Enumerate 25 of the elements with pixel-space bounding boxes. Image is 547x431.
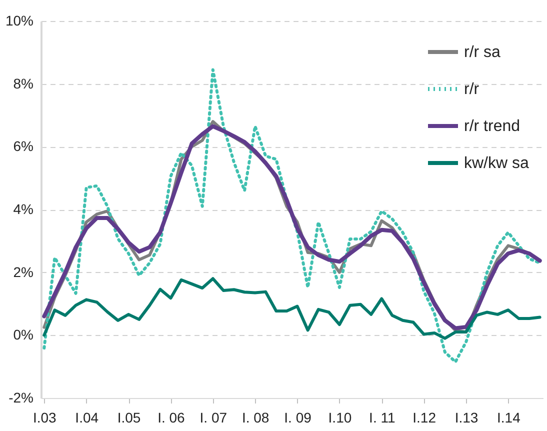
x-tick-label: I.12 bbox=[412, 410, 436, 426]
y-tick-label: -2% bbox=[8, 390, 34, 406]
legend-label: r/r sa bbox=[464, 44, 501, 61]
y-tick-label: 2% bbox=[13, 264, 34, 280]
legend-label: r/r trend bbox=[464, 118, 520, 135]
x-tick-label: I. 09 bbox=[284, 410, 312, 426]
x-tick-label: I. 08 bbox=[242, 410, 270, 426]
x-tick-label: I. 07 bbox=[200, 410, 228, 426]
x-tick-label: I.04 bbox=[75, 410, 99, 426]
y-tick-label: 4% bbox=[13, 201, 34, 217]
x-tick-label: I. 06 bbox=[158, 410, 186, 426]
y-tick-label: 8% bbox=[13, 75, 34, 92]
legend-label: kw/kw sa bbox=[464, 155, 529, 172]
x-tick-label: I.03 bbox=[32, 410, 57, 426]
y-tick-label: 6% bbox=[13, 138, 34, 154]
x-tick-label: I. 11 bbox=[369, 410, 396, 426]
line-series bbox=[42, 68, 542, 364]
y-tick-label: 10% bbox=[5, 12, 34, 28]
y-tick-label: 0% bbox=[13, 326, 34, 343]
line-series bbox=[42, 277, 542, 340]
x-tick-label: I.13 bbox=[454, 410, 478, 426]
x-tick-label: I.14 bbox=[497, 410, 521, 426]
x-tick-label: I.05 bbox=[117, 410, 141, 426]
legend-label: r/r bbox=[464, 81, 480, 98]
x-tick-label: I.10 bbox=[328, 410, 352, 426]
